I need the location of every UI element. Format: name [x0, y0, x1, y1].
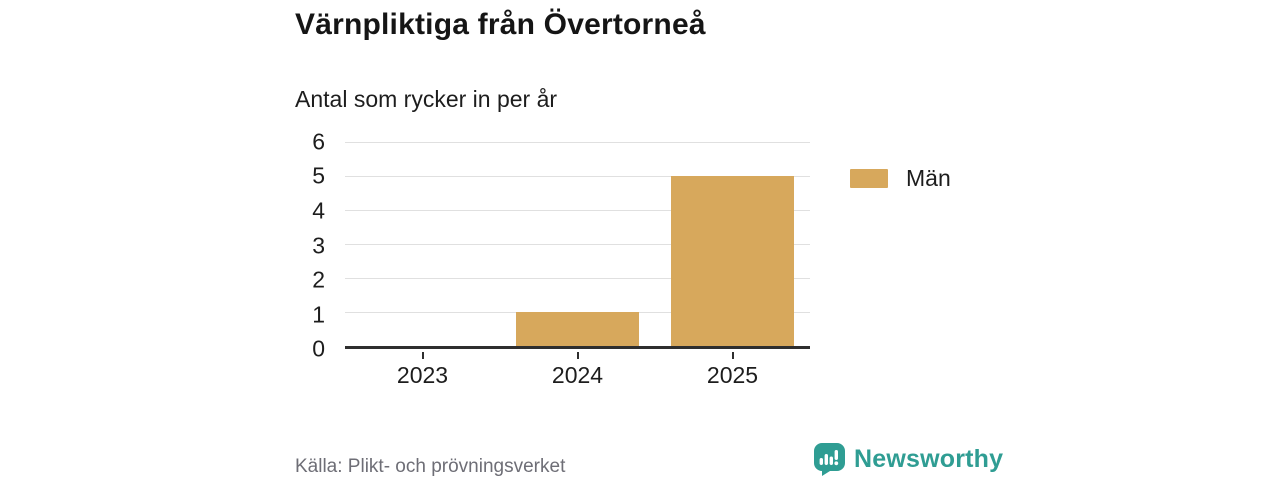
gridline-2 — [345, 277, 810, 279]
plot-area — [345, 142, 810, 349]
x-tick-mark-2025 — [731, 352, 734, 359]
x-tick-mark-2024 — [576, 352, 579, 359]
gridline-6 — [345, 142, 810, 143]
x-axis: 2023 2024 2025 — [345, 352, 810, 396]
newsworthy-logo-icon — [814, 443, 845, 476]
bar-slot-2024 — [500, 142, 655, 346]
x-tick-label-2023: 2023 — [396, 362, 449, 388]
x-tick-label-2024: 2024 — [551, 362, 604, 388]
gridline-4 — [345, 209, 810, 211]
bar-slot-2025 — [655, 142, 810, 346]
gridline-3 — [345, 244, 810, 245]
gridline-5 — [345, 175, 810, 177]
bar-slot-2023 — [345, 142, 500, 346]
x-tick-mark-2023 — [421, 352, 424, 359]
bar-2024[interactable] — [516, 312, 639, 346]
x-slot-2023: 2023 — [345, 352, 500, 396]
legend-label-man: Män — [906, 165, 951, 191]
legend-swatch-man — [850, 169, 888, 188]
chart-title: Värnpliktiga från Övertorneå — [295, 8, 706, 41]
y-tick-label-6: 6 — [312, 128, 325, 155]
y-tick-label-5: 5 — [312, 162, 325, 189]
y-tick-label-1: 1 — [312, 301, 325, 327]
y-tick-label-0: 0 — [312, 335, 325, 362]
legend: Män — [850, 165, 951, 192]
source-attribution: Källa: Plikt- och prövningsverket — [295, 456, 566, 477]
chart-subtitle: Antal som rycker in per år — [295, 86, 558, 112]
x-slot-2025: 2025 — [655, 352, 810, 396]
y-tick-label-3: 3 — [312, 232, 325, 258]
y-axis: 0 1 2 3 4 5 6 — [250, 129, 335, 362]
bars — [345, 142, 810, 346]
bar-2025[interactable] — [671, 176, 794, 346]
newsworthy-brand-name: Newsworthy — [854, 444, 1004, 473]
newsworthy-brand[interactable]: Newsworthy — [812, 442, 1003, 476]
x-slot-2024: 2024 — [500, 352, 655, 396]
x-tick-label-2025: 2025 — [706, 362, 759, 388]
y-tick-label-2: 2 — [312, 266, 325, 293]
y-tick-label-4: 4 — [312, 197, 325, 224]
